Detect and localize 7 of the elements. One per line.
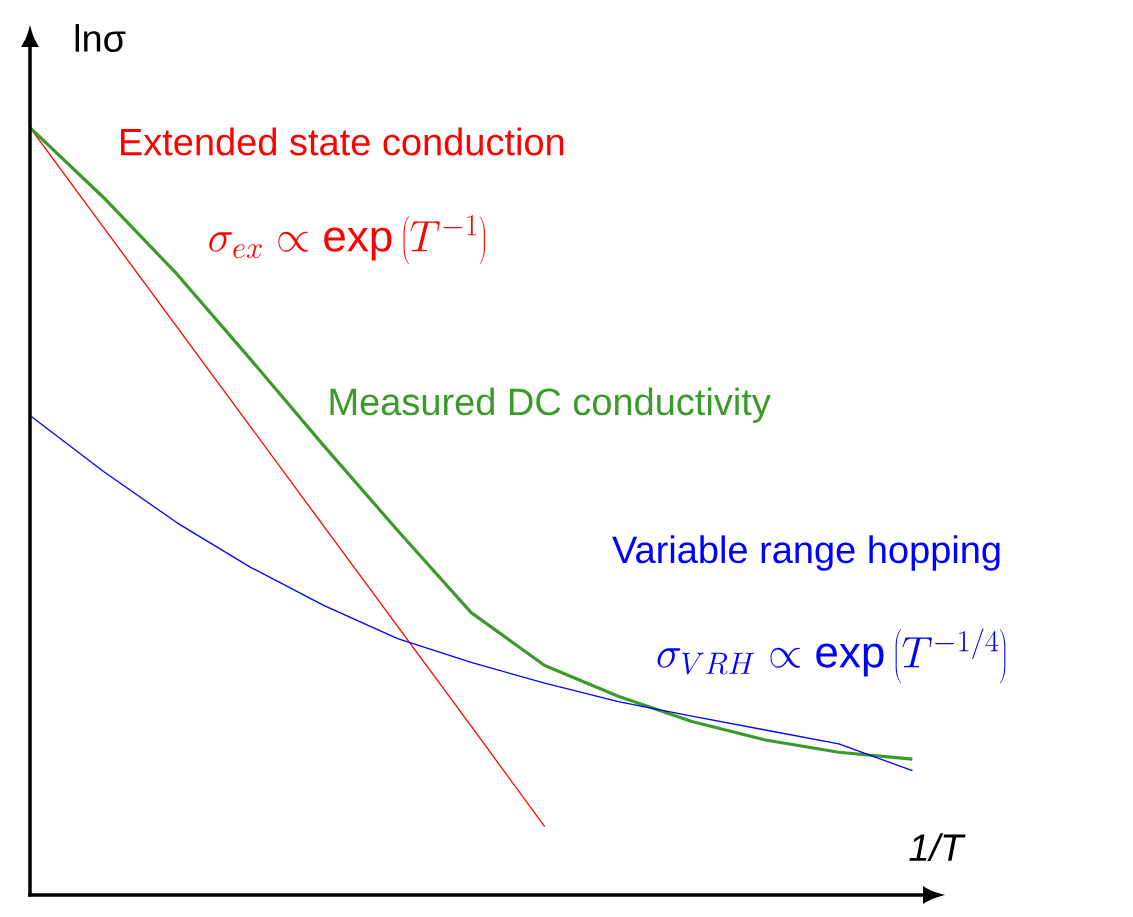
- text: Variable range hopping: [612, 535, 1000, 571]
- x-axis-title: 1/T: [909, 833, 966, 862]
- annotation: $\sigma_{ex} \propto \exp\left(T^{-1}\right)$: [209, 214, 485, 265]
- annotation: $\sigma_{VRH} \propto \exp\left(T^{-1/4}\right)$: [657, 628, 1006, 684]
- y-axis-title: lnσ: [75, 24, 126, 52]
- series-label: Measured DC conductivity: [330, 387, 771, 423]
- series-label: Extended state conduction: [121, 127, 564, 156]
